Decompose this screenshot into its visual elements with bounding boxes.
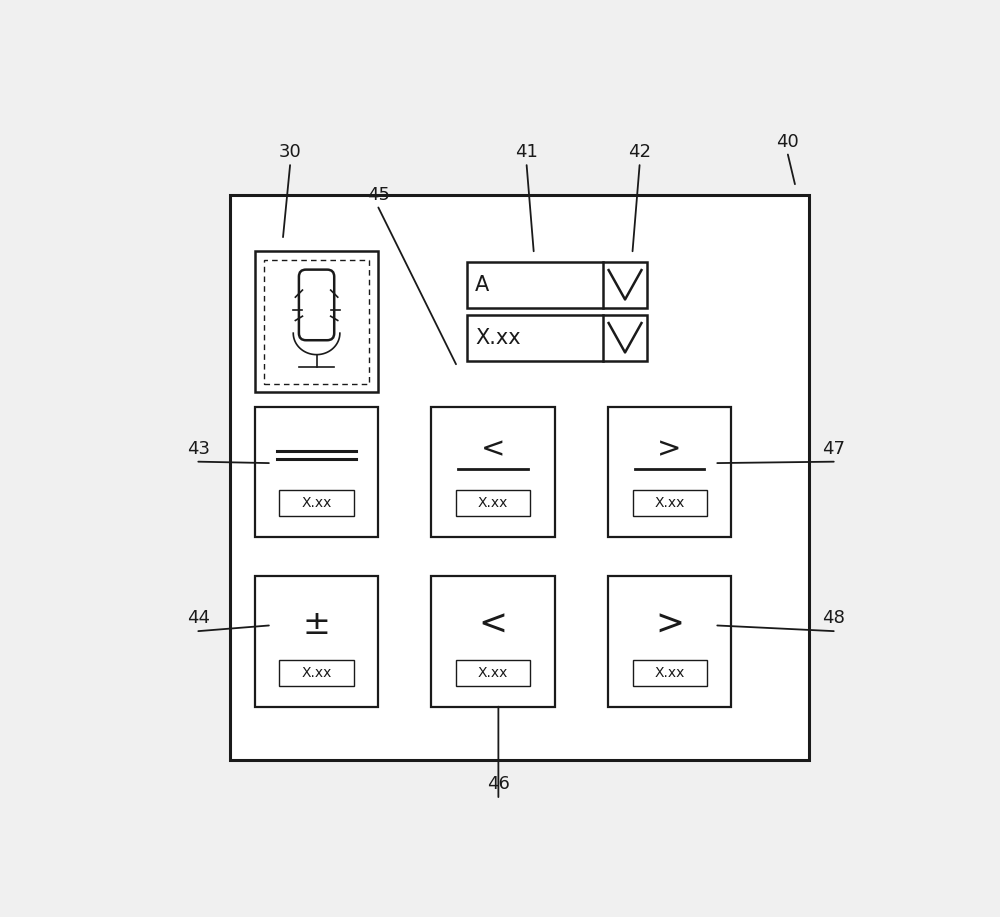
Bar <box>255 251 378 392</box>
Text: 43: 43 <box>187 440 210 458</box>
Text: 40: 40 <box>777 133 799 150</box>
Text: <: < <box>479 607 508 641</box>
Text: <: < <box>481 436 505 463</box>
Text: 46: 46 <box>487 776 510 793</box>
Bar <box>608 576 731 707</box>
Text: X.xx: X.xx <box>475 327 521 348</box>
Bar <box>431 406 555 537</box>
Bar <box>456 491 530 516</box>
Bar <box>431 576 555 707</box>
Text: >: > <box>655 607 684 641</box>
Text: 48: 48 <box>822 610 845 627</box>
Text: >: > <box>657 436 682 463</box>
Bar <box>467 262 647 308</box>
Text: X.xx: X.xx <box>301 666 332 679</box>
Text: 44: 44 <box>187 610 210 627</box>
Text: 41: 41 <box>515 143 538 161</box>
FancyBboxPatch shape <box>299 270 334 340</box>
Text: X.xx: X.xx <box>654 666 685 679</box>
Bar <box>633 659 707 686</box>
Text: X.xx: X.xx <box>478 666 508 679</box>
Bar <box>633 491 707 516</box>
Text: X.xx: X.xx <box>301 496 332 510</box>
Text: 45: 45 <box>367 186 390 204</box>
Text: 42: 42 <box>628 143 651 161</box>
Bar <box>279 491 354 516</box>
Bar <box>456 659 530 686</box>
Text: X.xx: X.xx <box>478 496 508 510</box>
Bar <box>264 260 369 384</box>
Text: X.xx: X.xx <box>654 496 685 510</box>
Bar <box>255 576 378 707</box>
Text: 30: 30 <box>279 143 301 161</box>
Bar <box>467 315 647 360</box>
Bar <box>279 659 354 686</box>
Text: 47: 47 <box>822 440 845 458</box>
Bar <box>608 406 731 537</box>
Text: A: A <box>475 275 489 294</box>
Bar <box>255 406 378 537</box>
Bar <box>230 194 809 759</box>
Text: ±: ± <box>303 608 330 641</box>
